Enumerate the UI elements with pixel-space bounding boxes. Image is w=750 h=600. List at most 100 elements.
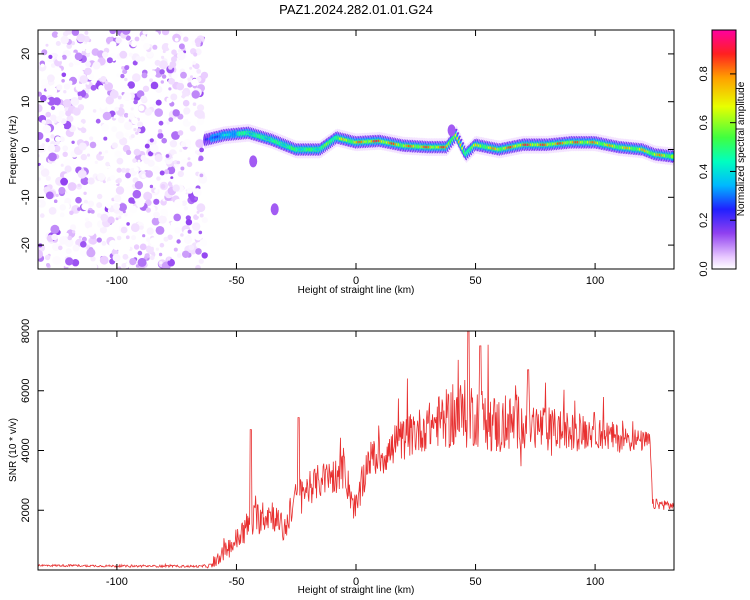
spectrogram-noise-cell xyxy=(149,138,154,143)
spectrogram-noise-cell xyxy=(170,221,175,226)
spectrogram-noise-cell xyxy=(143,191,153,201)
spectrogram-noise-cell xyxy=(98,151,102,155)
spectrogram-noise-cell xyxy=(53,119,57,124)
spectrogram-noise-cell xyxy=(167,234,173,240)
spectrogram-noise-cell xyxy=(150,144,159,153)
spectrogram-noise-cell xyxy=(199,147,205,153)
spectrogram-noise-cell xyxy=(61,72,67,78)
spectrogram-noise-cell xyxy=(111,126,118,133)
spectrogram-noise-cell xyxy=(166,256,171,261)
spectrogram-noise-cell xyxy=(46,99,50,103)
spectrogram-noise-cell xyxy=(119,50,128,59)
spectrogram-noise-cell xyxy=(135,131,139,135)
spectrogram-noise-cell xyxy=(144,108,153,116)
snr-axes: -100 -50 0 50 100 2000 4000 6000 8000 xyxy=(20,319,674,588)
spectrogram-x-tick-label: -100 xyxy=(106,275,128,287)
spectrogram-noise-cell xyxy=(160,80,164,84)
spectrogram-noise-cell xyxy=(122,253,129,260)
spectrogram-noise-cell xyxy=(76,33,86,43)
spectrogram-noise-cell xyxy=(50,134,55,139)
spectrogram-noise-cell xyxy=(124,212,128,217)
spectrogram-noise-cell xyxy=(172,153,180,161)
colorbar-tick-label: 0.8 xyxy=(698,66,710,81)
spectrogram-noise-cell xyxy=(58,110,65,117)
spectrogram-noise-cell xyxy=(62,145,69,152)
spectrogram-noise-cell xyxy=(115,150,122,158)
spectrogram-noise-cell xyxy=(116,167,122,173)
spectrogram-noise-cell xyxy=(178,43,185,50)
spectrogram-noise-cell xyxy=(169,140,178,148)
spectrogram-noise-cell xyxy=(130,107,134,111)
spectrogram-noise-cell xyxy=(77,122,84,129)
spectrogram-noise-cell xyxy=(79,75,88,84)
spectrogram-noise-cell xyxy=(48,54,53,60)
snr-x-tick-label: 0 xyxy=(353,576,359,588)
spectrogram-noise-cell xyxy=(110,174,116,181)
spectrogram-noise-cell xyxy=(151,217,160,226)
spectrogram-y-tick-label: -10 xyxy=(20,189,32,205)
spectrogram-noise-cell xyxy=(60,35,69,45)
spectrogram-noise-cell xyxy=(45,43,49,47)
spectrogram-noise-cell xyxy=(83,199,89,205)
spectrogram-noise-cell xyxy=(185,219,193,226)
snr-y-tick-label: 2000 xyxy=(20,498,32,522)
colorbar-tick-label: 0.6 xyxy=(698,115,710,130)
spectrogram-noise-cell xyxy=(78,95,83,101)
spectrogram-noise-cell xyxy=(170,176,174,180)
colorbar-tick-label: 0.0 xyxy=(698,261,710,276)
spectrogram-noise-cell xyxy=(150,31,160,40)
spectrogram-noise-cell xyxy=(172,109,180,117)
spectrogram-noise-cell xyxy=(168,65,173,70)
spectrogram-noise-cell xyxy=(196,110,205,119)
spectrogram-noise-cell xyxy=(144,143,150,149)
spectrogram-noise-cell xyxy=(109,240,117,248)
spectrogram-noise-cell xyxy=(41,119,47,125)
spectrogram-noise-cell xyxy=(51,31,59,38)
spectrogram-noise-cell xyxy=(104,150,109,154)
spectrogram-noise-cell xyxy=(70,224,77,231)
spectrogram-noise-cell xyxy=(109,41,117,49)
spectrogram-noise-cell xyxy=(158,252,163,257)
spectrogram-noise-cell xyxy=(101,123,109,132)
spectrogram-noise-cell xyxy=(53,145,61,153)
spectrogram-noise-cell xyxy=(45,191,54,200)
spectrogram-noise-cell xyxy=(141,72,148,79)
spectrogram-noise-cell xyxy=(181,200,187,206)
spectrogram-noise-cell xyxy=(157,129,163,134)
spectrogram-noise-cell xyxy=(145,207,151,213)
spectrogram-noise-cell xyxy=(122,92,132,102)
spectrogram-noise-cell xyxy=(159,261,163,265)
snr-y-axis-label: SNR (10 * v/v) xyxy=(8,418,19,482)
spectrogram-noise-cell xyxy=(90,263,98,269)
spectrogram-noise-cell xyxy=(121,263,127,269)
spectrogram-noise-cell xyxy=(80,241,87,248)
spectrogram-noise-cell xyxy=(99,255,109,265)
spectrogram-noise-cell xyxy=(97,172,106,181)
spectrogram-noise-cell xyxy=(42,124,52,134)
spectrogram-noise-cell xyxy=(61,54,67,60)
spectrogram-x-tick-label: 0 xyxy=(353,275,359,287)
spectrogram-noise-cell xyxy=(147,30,153,33)
spectrogram-noise-cell xyxy=(40,213,45,218)
spectrogram-noise-cell xyxy=(194,197,198,201)
spectrogram-ridge-core xyxy=(670,155,674,158)
spectrogram-noise-cell xyxy=(99,226,107,234)
spectrogram-x-tick-label: 50 xyxy=(469,275,481,287)
spectrogram-noise-cell xyxy=(167,258,175,267)
spectrogram-noise-cell xyxy=(126,222,130,226)
spectrogram-noise-cell xyxy=(126,149,132,155)
spectrogram-noise-cell xyxy=(70,97,80,106)
spectrogram-y-tick-label: 20 xyxy=(20,48,32,60)
spectrogram-noise-cell xyxy=(67,55,73,61)
spectrogram-noise-cell xyxy=(130,134,135,139)
spectrogram-noise-cell xyxy=(53,199,58,203)
spectrogram-noise-cell xyxy=(89,141,97,149)
spectrogram-noise-cell xyxy=(180,71,187,79)
spectrogram-noise-cell xyxy=(160,184,166,189)
spectrogram-noise-cell xyxy=(145,245,154,254)
spectrogram-noise-cell xyxy=(188,180,196,188)
spectrogram-noise-cell xyxy=(165,154,170,158)
spectrogram-noise-cell xyxy=(133,244,140,250)
spectrogram-noise-cell xyxy=(132,189,142,199)
spectrogram-noise-cell xyxy=(199,173,204,178)
